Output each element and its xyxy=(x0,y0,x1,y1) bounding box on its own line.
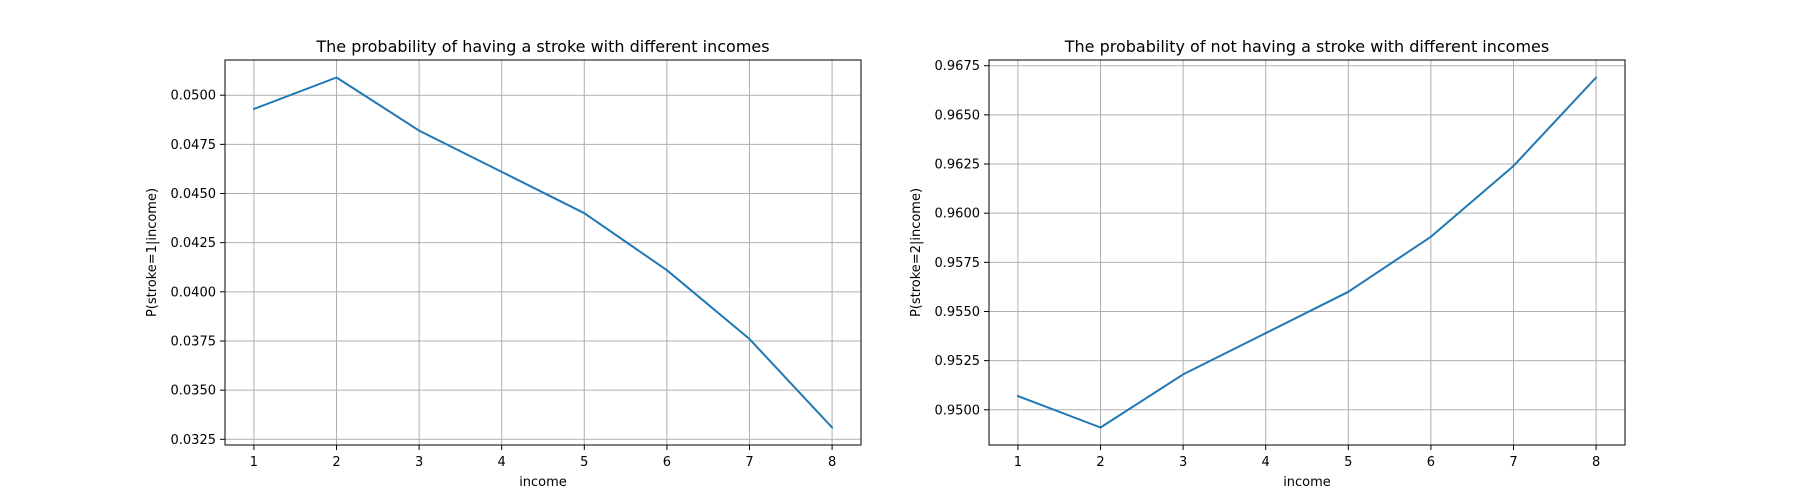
x-tick-label: 6 xyxy=(1427,455,1435,470)
y-tick-label: 0.9500 xyxy=(935,403,981,418)
y-tick-label: 0.9525 xyxy=(935,354,981,369)
y-axis-label: P(stroke=2|income) xyxy=(909,188,924,317)
x-tick-label: 4 xyxy=(498,455,506,470)
y-tick-label: 0.9550 xyxy=(935,305,981,320)
y-tick-label: 0.0475 xyxy=(171,138,217,153)
y-axis-label: P(stroke=1|income) xyxy=(145,188,160,317)
x-tick-label: 5 xyxy=(580,455,588,470)
x-tick-label: 3 xyxy=(1179,455,1187,470)
y-tick-label: 0.0450 xyxy=(171,187,217,202)
x-tick-label: 2 xyxy=(1096,455,1104,470)
plot-frame xyxy=(224,59,862,446)
chart-title: The probability of not having a stroke w… xyxy=(1064,37,1549,56)
y-tick-label: 0.0425 xyxy=(171,236,217,251)
y-tick-label: 0.9600 xyxy=(935,207,981,222)
y-tick-label: 0.0500 xyxy=(171,89,217,104)
plot-frame xyxy=(988,59,1626,446)
chart-title: The probability of having a stroke with … xyxy=(315,37,769,56)
x-tick-label: 1 xyxy=(1014,455,1022,470)
x-tick-label: 7 xyxy=(1509,455,1517,470)
chart-no-stroke-probability: 1 2 3 4 5 6 7 8 0.9500 0.9525 0.9550 0.9575 0.9600 0.… xyxy=(909,37,1626,490)
y-tick-label: 0.0400 xyxy=(171,285,217,300)
x-axis-label: income xyxy=(519,475,567,490)
x-tick-label: 1 xyxy=(250,455,258,470)
series-line xyxy=(252,76,834,429)
y-tick-label: 0.0350 xyxy=(171,384,217,399)
y-tick-label: 0.0375 xyxy=(171,334,217,349)
x-tick-label: 5 xyxy=(1344,455,1352,470)
y-tick-label: 0.9650 xyxy=(935,108,981,123)
y-tick-label: 0.9675 xyxy=(935,59,981,74)
chart-stroke-probability: 1 2 3 4 5 6 7 8 0.0325 0.0350 0.0375 0.0400 0.0425 0.… xyxy=(145,37,862,490)
x-tick-label: 4 xyxy=(1262,455,1270,470)
y-tick-label: 0.9625 xyxy=(935,158,981,173)
x-tick-label: 8 xyxy=(828,455,836,470)
y-tick-label: 0.0325 xyxy=(171,433,217,448)
x-tick-label: 7 xyxy=(745,455,753,470)
x-tick-label: 2 xyxy=(332,455,340,470)
x-tick-label: 6 xyxy=(663,455,671,470)
series-line xyxy=(1016,76,1598,429)
x-tick-label: 3 xyxy=(415,455,423,470)
x-axis-label: income xyxy=(1283,475,1331,490)
y-tick-label: 0.9575 xyxy=(935,256,981,271)
x-tick-label: 8 xyxy=(1592,455,1600,470)
